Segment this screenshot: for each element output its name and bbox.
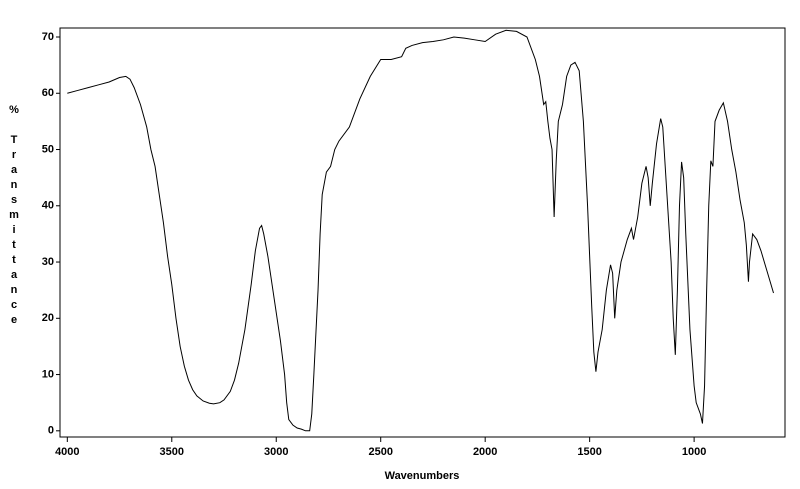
spectrum-line	[67, 29, 774, 432]
y-tick-label: 20	[42, 312, 54, 324]
x-tick-label: 3000	[264, 446, 288, 458]
x-tick-label: 4000	[55, 446, 79, 458]
x-tick-label: 2000	[473, 446, 497, 458]
y-tick-label: 30	[42, 256, 54, 268]
y-tick-label: 70	[42, 31, 54, 43]
y-tick-label: 40	[42, 200, 54, 212]
y-tick-label: 10	[42, 368, 54, 380]
x-tick-label: 1000	[682, 446, 706, 458]
x-tick-label: 2500	[368, 446, 392, 458]
y-tick-label: 60	[42, 87, 54, 99]
y-axis-label: % Transmittance	[8, 104, 20, 329]
y-tick-label: 0	[48, 425, 54, 437]
y-tick-label: 50	[42, 143, 54, 155]
plot-frame	[59, 27, 786, 438]
x-tick-label: 3500	[160, 446, 184, 458]
x-axis-label: Wavenumbers	[385, 470, 460, 482]
x-tick-label: 1500	[577, 446, 601, 458]
